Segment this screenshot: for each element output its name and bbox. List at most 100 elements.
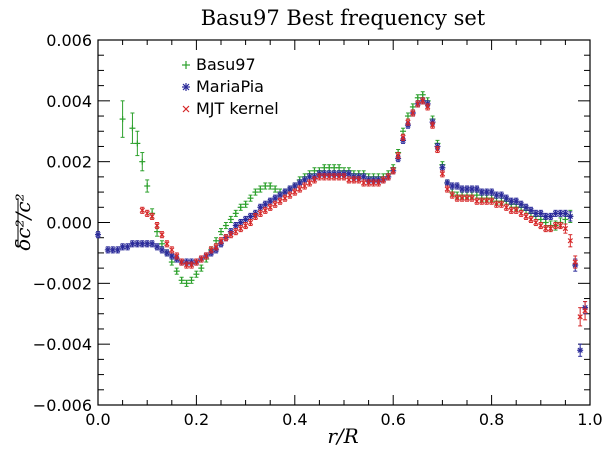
data-point <box>154 243 161 251</box>
data-point <box>129 240 136 248</box>
data-point <box>552 222 559 230</box>
data-point <box>484 197 490 205</box>
legend: Basu97 MariaPia MJT kernel <box>182 55 279 118</box>
data-point <box>454 194 460 202</box>
plot-frame <box>97 39 591 406</box>
data-point <box>419 91 426 99</box>
data-point <box>375 179 382 187</box>
data-point <box>257 203 264 211</box>
data-point <box>232 222 239 230</box>
legend-item: MariaPia <box>182 77 264 96</box>
data-point <box>252 212 259 220</box>
data-point <box>567 234 573 248</box>
data-point <box>222 222 229 230</box>
data-point <box>464 194 470 202</box>
data-point <box>188 276 195 284</box>
x-tick-label: 0.4 <box>282 410 307 429</box>
data-point <box>301 176 308 184</box>
data-point <box>168 252 175 260</box>
data-point <box>218 237 224 245</box>
data-point <box>454 182 461 190</box>
data-point <box>296 179 303 187</box>
data-point <box>242 222 249 230</box>
legend-label: Basu97 <box>196 55 256 74</box>
data-point <box>213 243 219 251</box>
data-point <box>532 209 539 217</box>
data-point <box>291 182 298 190</box>
legend-label: MariaPia <box>196 77 264 96</box>
legend-item: Basu97 <box>182 55 256 74</box>
data-point <box>336 164 343 172</box>
data-point <box>415 100 421 108</box>
data-point <box>188 261 195 269</box>
data-point <box>129 112 136 144</box>
data-point <box>346 176 352 184</box>
data-point <box>341 173 347 181</box>
data-point <box>149 212 155 220</box>
data-point <box>508 197 515 205</box>
data-point <box>173 267 180 275</box>
data-point <box>547 225 554 233</box>
data-point <box>292 188 298 196</box>
data-point <box>139 152 146 172</box>
data-point <box>242 215 249 223</box>
data-point <box>119 100 126 138</box>
x-axis-label: r/R <box>327 424 358 448</box>
data-point <box>523 212 529 220</box>
data-point <box>345 170 352 178</box>
data-point <box>503 203 510 211</box>
data-point <box>537 215 544 223</box>
data-point <box>429 121 436 129</box>
y-tick-label: 0.004 <box>46 92 92 111</box>
data-point <box>577 307 583 327</box>
data-point <box>119 243 126 251</box>
data-point <box>238 225 244 233</box>
data-point <box>227 215 234 223</box>
data-point <box>404 112 411 120</box>
data-point <box>331 173 337 181</box>
data-point <box>168 258 175 266</box>
data-point <box>267 182 274 190</box>
data-point <box>449 182 456 190</box>
data-point <box>297 185 303 193</box>
y-tick-label: −0.006 <box>33 396 92 415</box>
data-point <box>281 188 288 196</box>
data-point <box>208 246 214 254</box>
data-point <box>198 255 204 263</box>
data-point <box>420 97 426 105</box>
data-point <box>434 145 441 154</box>
data-point <box>178 258 185 266</box>
data-point <box>321 173 327 181</box>
data-point <box>410 109 416 117</box>
data-point <box>218 228 224 236</box>
data-point <box>193 258 200 266</box>
data-point <box>164 240 170 248</box>
data-point <box>252 188 259 196</box>
data-point <box>409 103 416 111</box>
data-point <box>508 206 514 214</box>
data-point <box>493 200 500 208</box>
data-point <box>237 203 244 211</box>
y-tick-label: −0.002 <box>33 274 92 293</box>
x-tick-label: 0.8 <box>479 410 504 429</box>
data-point <box>174 252 180 260</box>
data-point <box>439 164 446 172</box>
data-point <box>395 152 401 160</box>
data-point <box>405 118 411 126</box>
data-point <box>538 222 544 230</box>
x-tick-label: 0.6 <box>380 410 405 429</box>
data-point <box>232 209 239 217</box>
data-point <box>272 200 278 208</box>
data-point <box>473 191 480 199</box>
plot-area <box>97 39 591 406</box>
data-point <box>582 301 588 321</box>
data-point <box>552 209 559 217</box>
data-point <box>124 243 131 251</box>
data-point <box>144 179 151 193</box>
data-point <box>158 246 165 254</box>
data-point <box>567 211 574 222</box>
y-tick-label: 0.002 <box>46 153 92 172</box>
data-point <box>178 276 185 284</box>
data-point <box>144 240 151 248</box>
data-point <box>198 264 205 272</box>
